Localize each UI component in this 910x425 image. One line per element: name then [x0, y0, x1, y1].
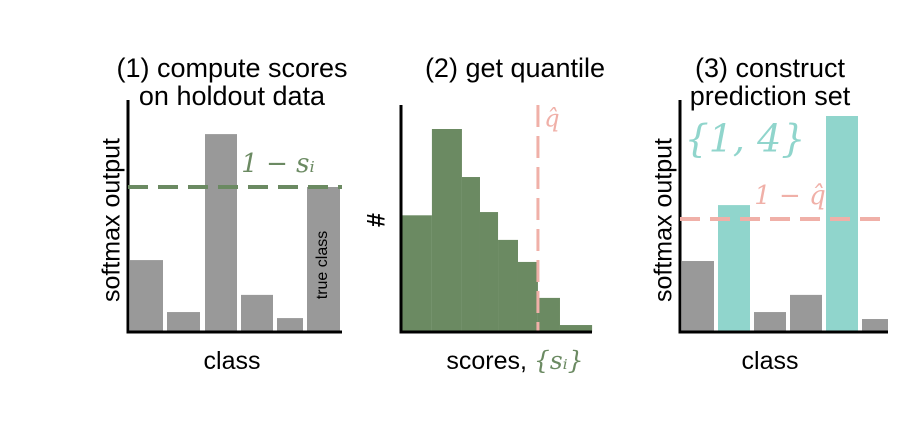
x-axis-label-text: class	[742, 347, 799, 375]
histogram-bar	[431, 129, 462, 332]
bar	[718, 205, 750, 332]
y-axis-label: softmax output	[650, 138, 678, 302]
y-axis-label: softmax output	[98, 138, 126, 302]
prediction-set: {1, 4}	[685, 117, 806, 161]
histogram-bar	[498, 239, 518, 332]
threshold-label: 1 − q̂	[754, 181, 826, 211]
bar	[277, 318, 303, 332]
panel-title: (2) get quantile	[425, 53, 605, 83]
bar	[241, 294, 273, 332]
histogram-bar	[479, 212, 499, 332]
bar	[130, 260, 163, 332]
bar	[167, 312, 200, 332]
x-axis-label: scores, {sᵢ}	[446, 346, 583, 375]
bar	[682, 261, 714, 332]
x-axis-label-text: scores,	[446, 347, 534, 375]
histogram-bar	[461, 177, 480, 332]
x-axis-label-text: class	[204, 347, 261, 375]
histogram-bar	[517, 261, 538, 332]
x-axis-label: class	[204, 347, 261, 375]
y-axis-label: #	[363, 213, 391, 227]
histogram-bar	[559, 325, 593, 332]
bar-annotation: true class	[314, 231, 331, 299]
bar	[826, 116, 858, 333]
bar	[205, 134, 237, 332]
x-axis-label-math: {sᵢ}	[534, 346, 584, 375]
bar	[790, 294, 822, 332]
panel-title: prediction set	[690, 81, 851, 111]
panel-title: on holdout data	[139, 81, 326, 111]
panel-title: (3) construct	[695, 53, 846, 83]
bar	[754, 312, 786, 332]
panel-title: (1) compute scores	[116, 53, 347, 83]
bar	[862, 319, 888, 332]
quantile-label: q̂	[544, 105, 559, 133]
bar	[307, 187, 340, 332]
histogram-bar	[401, 215, 432, 332]
threshold-label: 1 − sᵢ	[241, 149, 314, 179]
x-axis-label: class	[742, 347, 799, 375]
histogram-bar	[537, 297, 560, 332]
